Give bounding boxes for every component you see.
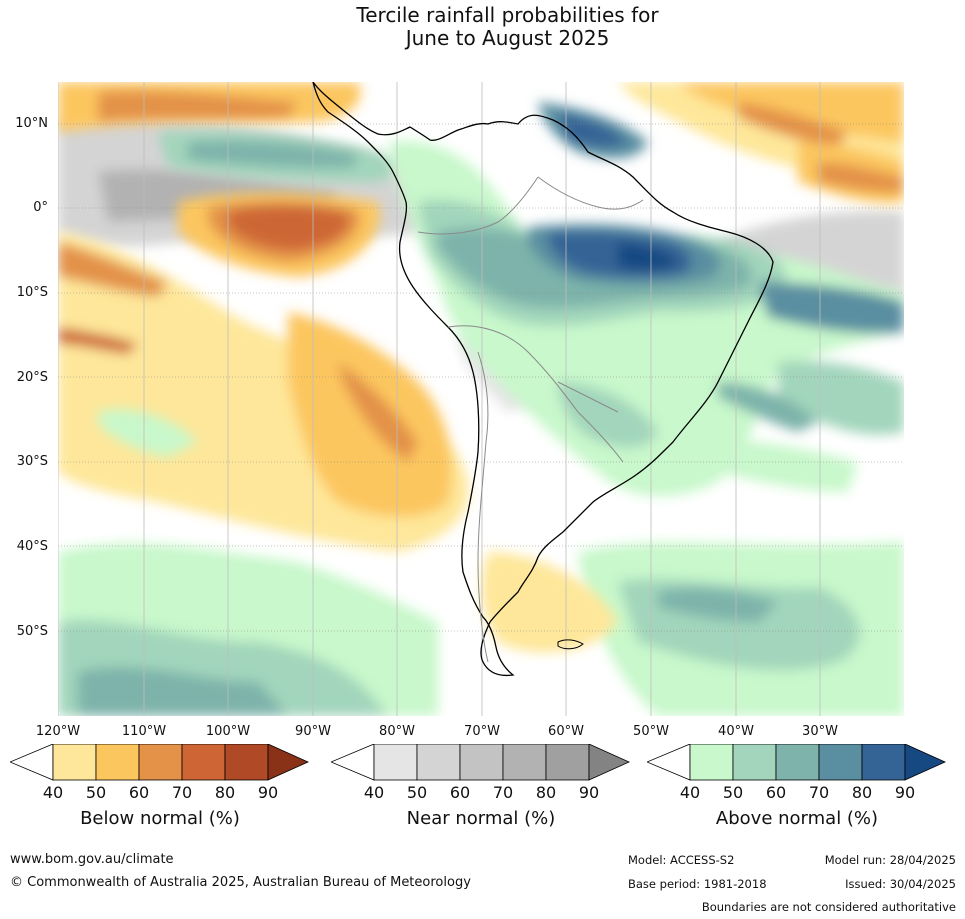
lat-label: 10°N: [15, 116, 48, 131]
colorbar-swatch: [732, 743, 777, 781]
lon-label: 80°W: [379, 724, 415, 739]
tick-label: 80: [851, 783, 873, 802]
footer-disclaimer: Boundaries are not considered authoritat…: [701, 900, 956, 914]
colorbar-swatch: [545, 743, 590, 781]
south-america-coastline: [312, 82, 774, 677]
legend-title-below-normal: Below normal (%): [80, 808, 240, 829]
colorbar-swatch: [52, 743, 97, 781]
legend-title-near-normal: Near normal (%): [406, 808, 556, 829]
tick-label: 60: [765, 783, 787, 802]
footer-base-period: Base period: 1981-2018: [628, 877, 767, 891]
colorbar-swatch: [502, 743, 547, 781]
footer-model-run: Model run: 28/04/2025: [824, 853, 956, 867]
footer-issued: Issued: 30/04/2025: [845, 877, 956, 891]
colorbar-swatch: [224, 743, 269, 781]
lat-label: 0°: [33, 200, 48, 215]
colorbar-swatch: [329, 743, 375, 781]
legend-near-normal: 40 50 60 70 80 90: [329, 743, 631, 802]
tick-label: 70: [171, 783, 193, 802]
colorbar-swatch: [775, 743, 820, 781]
tick-label: 50: [722, 783, 744, 802]
footer-model: Model: ACCESS-S2: [628, 853, 735, 867]
colorbar-swatch: [416, 743, 461, 781]
tick-label: 60: [128, 783, 150, 802]
colorbar-below-normal: [8, 743, 309, 781]
lon-label: 60°W: [548, 724, 584, 739]
title-line-2: June to August 2025: [405, 26, 610, 50]
legend-above-normal: 40 50 60 70 80 90: [645, 743, 947, 802]
lon-label: 90°W: [295, 724, 331, 739]
tick-label: 40: [363, 783, 385, 802]
colorbar-swatch: [267, 743, 309, 781]
lon-label: 120°W: [35, 724, 81, 739]
tick-label: 70: [492, 783, 514, 802]
colorbar-swatch: [8, 743, 54, 781]
lon-label: 40°W: [718, 724, 754, 739]
rainfall-probability-map: [58, 82, 904, 716]
tick-label: 90: [894, 783, 916, 802]
map-canvas: [58, 82, 904, 716]
lat-label: 10°S: [16, 285, 48, 300]
tick-label: 60: [449, 783, 471, 802]
country-borders: [417, 176, 644, 663]
tick-label: 50: [406, 783, 428, 802]
colorbar-swatch: [373, 743, 418, 781]
lat-label: 50°S: [16, 624, 48, 639]
lon-label: 110°W: [121, 724, 167, 739]
falkland-islands: [557, 639, 584, 650]
southern-above-normal-region: [58, 542, 904, 716]
lon-label: 50°W: [633, 724, 669, 739]
colorbar-swatch: [181, 743, 226, 781]
colorbar-swatch: [459, 743, 504, 781]
graticule: [58, 123, 904, 632]
colorbar-swatch: [818, 743, 863, 781]
lon-label: 70°W: [464, 724, 500, 739]
lat-label: 40°S: [16, 539, 48, 554]
tick-label: 40: [679, 783, 701, 802]
colorbar-swatch: [861, 743, 906, 781]
tick-label: 70: [808, 783, 830, 802]
tick-label: 80: [535, 783, 557, 802]
tick-label: 50: [85, 783, 107, 802]
colorbar-above-normal: [645, 743, 946, 781]
tick-label: 90: [578, 783, 600, 802]
lat-label: 30°S: [16, 454, 48, 469]
footer-url: www.bom.gov.au/climate: [10, 852, 174, 867]
tick-label: 90: [257, 783, 279, 802]
above-normal-region: [98, 102, 904, 496]
colorbar-swatch: [645, 743, 691, 781]
colorbar-swatch: [95, 743, 140, 781]
colorbar-swatch: [138, 743, 183, 781]
tick-label: 80: [214, 783, 236, 802]
lon-label: 100°W: [205, 724, 251, 739]
map-title: Tercile rainfall probabilities for June …: [0, 4, 965, 50]
colorbar-near-normal: [329, 743, 630, 781]
legend-title-above-normal: Above normal (%): [715, 808, 879, 829]
below-normal-region: [58, 82, 904, 653]
colorbar-swatch: [904, 743, 946, 781]
footer-copyright: © Commonwealth of Australia 2025, Austra…: [10, 875, 471, 890]
colorbar-swatch: [689, 743, 734, 781]
lon-label: 30°W: [802, 724, 838, 739]
legend-below-normal: 40 50 60 70 80 90: [8, 743, 310, 802]
title-line-1: Tercile rainfall probabilities for: [356, 3, 659, 27]
lat-label: 20°S: [16, 370, 48, 385]
tick-label: 40: [42, 783, 64, 802]
colorbar-swatch: [588, 743, 630, 781]
